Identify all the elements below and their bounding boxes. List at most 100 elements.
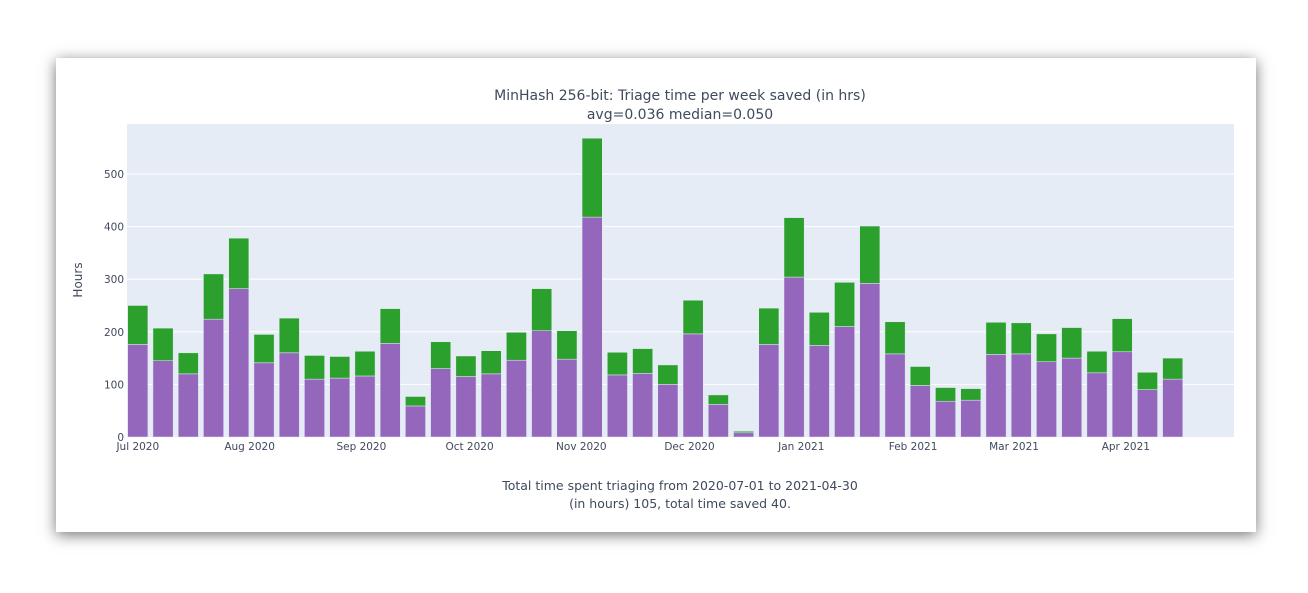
- y-tick-label: 500: [104, 169, 124, 181]
- y-axis-title: Hours: [71, 262, 85, 297]
- bar-segment-saved: [152, 327, 174, 361]
- chart-subtitle: avg=0.036 median=0.050: [587, 107, 773, 123]
- bar-segment-base: [354, 375, 376, 438]
- x-tick-label: Aug 2020: [224, 441, 275, 453]
- bar-segment-base: [1162, 378, 1184, 438]
- bar-segment-base: [859, 283, 881, 438]
- bar-segment-saved: [783, 217, 805, 278]
- bar-segment-base: [632, 373, 653, 438]
- x-tick-label: Feb 2021: [889, 441, 938, 453]
- bar-segment-saved: [253, 334, 275, 364]
- x-axis-ticks: Jul 2020 Aug 2020 Sep 2020 Oct 2020 Nov 2020…: [115, 441, 1149, 453]
- bar-segment-base: [177, 373, 199, 438]
- bar-segment-base: [480, 373, 502, 438]
- x-tick-label: Apr 2021: [1102, 441, 1150, 453]
- bar-segment-base: [909, 385, 931, 438]
- bar-segment-saved: [1061, 327, 1083, 359]
- bar-segment-saved: [1111, 318, 1133, 353]
- bar-segment-base: [607, 374, 628, 438]
- bar-segment-saved: [531, 288, 553, 331]
- chart-card: MinHash 256-bit: Triage time per week sa…: [56, 58, 1256, 532]
- bar-segment-base: [1137, 389, 1158, 438]
- bar-segment-saved: [127, 305, 149, 345]
- x-tick-label: Oct 2020: [445, 441, 493, 453]
- bar-segment-base: [758, 344, 780, 438]
- bar-segment-saved: [733, 430, 754, 434]
- bar-segment-base: [1111, 351, 1133, 438]
- bar-segment-base: [430, 368, 452, 438]
- bar-segment-saved: [581, 137, 603, 218]
- bar-segment-saved: [935, 387, 956, 402]
- bar-segment-base: [985, 354, 1007, 438]
- bar-segment-saved: [455, 355, 477, 377]
- bar-segment-base: [1010, 353, 1032, 438]
- bar-segment-base: [834, 326, 855, 438]
- bar-segment-saved: [682, 299, 704, 335]
- bar-segment-saved: [430, 341, 452, 369]
- bar-segment-saved: [1162, 357, 1184, 380]
- bar-segment-base: [152, 360, 174, 438]
- bar-segment-saved: [1137, 372, 1158, 390]
- bar-segment-base: [581, 216, 603, 438]
- bar-segment-base: [203, 318, 224, 438]
- bar-segment-saved: [177, 352, 199, 375]
- bar-segment-saved: [708, 394, 729, 405]
- bar-segment-saved: [278, 317, 300, 354]
- bar-segment-base: [783, 276, 805, 438]
- bar-segment-saved: [354, 351, 376, 377]
- x-tick-label: Jul 2020: [115, 441, 159, 453]
- bar-segment-saved: [834, 282, 855, 327]
- x-tick-label: Nov 2020: [556, 441, 607, 453]
- bar-segment-base: [228, 288, 250, 438]
- bar-segment-base: [379, 343, 401, 438]
- bar-segment-base: [278, 352, 300, 438]
- bar-segment-base: [682, 333, 704, 438]
- bar-segment-base: [960, 399, 982, 438]
- bar-segment-saved: [808, 312, 830, 346]
- x-tick-label: Sep 2020: [336, 441, 386, 453]
- x-tick-label: Jan 2021: [777, 441, 824, 453]
- bar-chart: MinHash 256-bit: Triage time per week sa…: [71, 88, 1234, 511]
- y-axis-ticks: 0 100 200 300 400 500: [104, 169, 124, 444]
- bar-segment-base: [531, 330, 553, 438]
- y-tick-label: 200: [104, 327, 124, 339]
- bar-segment-base: [935, 400, 956, 438]
- bar-segment-base: [808, 345, 830, 438]
- bar-segment-saved: [329, 356, 351, 379]
- bar-segment-saved: [556, 330, 578, 360]
- bar-segment-saved: [1036, 333, 1057, 363]
- footer-line-1: Total time spent triaging from 2020-07-0…: [501, 478, 858, 493]
- bar-segment-base: [884, 353, 906, 438]
- y-tick-label: 0: [117, 432, 124, 444]
- bar-segment-saved: [506, 332, 527, 361]
- bar-segment-base: [1061, 357, 1083, 438]
- footer-line-2: (in hours) 105, total time saved 40.: [569, 496, 791, 511]
- bar-segment-saved: [909, 366, 931, 386]
- bar-segment-base: [556, 358, 578, 438]
- bar-segment-saved: [304, 355, 325, 380]
- bar-segment-saved: [203, 273, 224, 320]
- bar-segment-saved: [1010, 322, 1032, 355]
- bar-segment-base: [405, 405, 426, 438]
- bar-segment-saved: [758, 307, 780, 345]
- x-tick-label: Mar 2021: [989, 441, 1039, 453]
- bar-segment-base: [708, 404, 729, 438]
- bar-segment-base: [1086, 372, 1108, 438]
- bar-segment-saved: [1086, 351, 1108, 374]
- bar-segment-base: [1036, 361, 1057, 438]
- bar-segment-base: [455, 376, 477, 438]
- bar-segment-saved: [960, 388, 982, 401]
- bars: [127, 137, 1184, 438]
- y-tick-label: 300: [104, 274, 124, 286]
- y-tick-label: 100: [104, 379, 124, 391]
- x-tick-label: Dec 2020: [664, 441, 714, 453]
- chart-title: MinHash 256-bit: Triage time per week sa…: [494, 88, 866, 104]
- bar-segment-saved: [480, 350, 502, 375]
- bar-segment-saved: [379, 308, 401, 344]
- bar-segment-saved: [228, 237, 250, 289]
- bar-segment-saved: [632, 348, 653, 374]
- bar-segment-base: [304, 378, 325, 438]
- bar-segment-saved: [859, 225, 881, 284]
- bar-segment-base: [506, 359, 527, 438]
- bar-segment-base: [657, 384, 679, 438]
